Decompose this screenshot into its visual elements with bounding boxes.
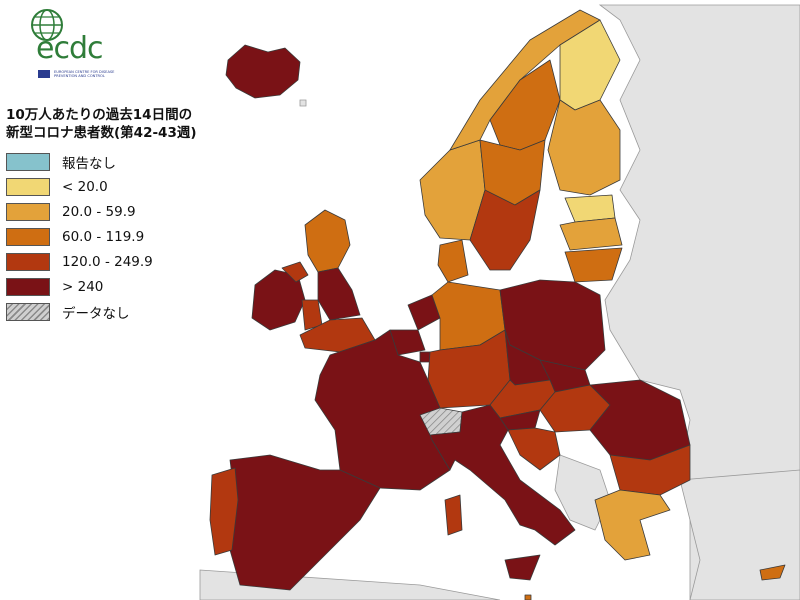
legend-title-line2: 新型コロナ患者数(第42-43週) — [6, 125, 197, 141]
legend-label: 60.0 - 119.9 — [62, 229, 145, 245]
legend-item: データなし — [6, 300, 236, 324]
legend-item: 120.0 - 249.9 — [6, 250, 236, 274]
legend-item: < 20.0 — [6, 175, 236, 199]
legend-item: 20.0 - 59.9 — [6, 200, 236, 224]
region-luxembourg — [419, 351, 431, 363]
legend-label: 120.0 - 249.9 — [62, 254, 153, 270]
region-ireland — [251, 269, 306, 331]
region-portugal — [209, 467, 239, 556]
region-finland-south — [547, 99, 621, 196]
legend-title: 10万人あたりの過去14日間の 新型コロナ患者数(第42-43週) — [6, 106, 236, 142]
region-latvia — [559, 217, 623, 251]
legend-item: 報告なし — [6, 150, 236, 174]
legend-swatch — [6, 303, 50, 321]
region-sardinia — [444, 494, 463, 536]
legend-swatch — [6, 228, 50, 246]
ecdc-logo: ecdc EUROPEAN CENTRE FOR DISEASE PREVENT… — [22, 8, 114, 86]
legend-item: 60.0 - 119.9 — [6, 225, 236, 249]
region-sweden-south — [469, 189, 541, 271]
legend-label: < 20.0 — [62, 179, 108, 195]
region-malta — [524, 594, 532, 600]
legend-swatch — [6, 253, 50, 271]
legend-swatch — [6, 153, 50, 171]
legend-label: > 240 — [62, 279, 104, 295]
region-sicily — [504, 554, 541, 581]
region-lithuania — [564, 247, 623, 283]
map-legend: 10万人あたりの過去14日間の 新型コロナ患者数(第42-43週) 報告なし < … — [6, 106, 236, 325]
region-greece — [594, 489, 671, 561]
legend-title-line1: 10万人あたりの過去14日間の — [6, 107, 193, 123]
legend-items: 報告なし < 20.0 20.0 - 59.9 60.0 - 119.9 120.0 -… — [6, 150, 236, 324]
legend-swatch — [6, 278, 50, 296]
russia-belarus-ukraine — [598, 4, 800, 600]
region-denmark — [437, 239, 469, 283]
region-scotland — [304, 209, 351, 273]
region-italy — [429, 404, 576, 546]
region-northern-ireland — [281, 261, 309, 283]
legend-swatch — [6, 178, 50, 196]
legend-item: > 240 — [6, 275, 236, 299]
legend-label: 報告なし — [62, 156, 116, 172]
legend-label: 20.0 - 59.9 — [62, 204, 136, 220]
balkans-non-eu — [554, 454, 611, 531]
region-cyprus — [759, 564, 786, 581]
region-iceland — [225, 44, 301, 99]
eu-flag-icon — [38, 70, 50, 78]
regions — [209, 9, 786, 600]
legend-label: データなし — [62, 306, 130, 322]
region-croatia — [507, 427, 561, 471]
logo-agency-name: EUROPEAN CENTRE FOR DISEASE PREVENTION A… — [54, 70, 115, 79]
globe-icon — [31, 9, 63, 41]
turkey — [679, 469, 800, 600]
logo-wordmark: ecdc — [36, 31, 103, 66]
faroe-islands — [299, 99, 307, 107]
legend-swatch — [6, 203, 50, 221]
